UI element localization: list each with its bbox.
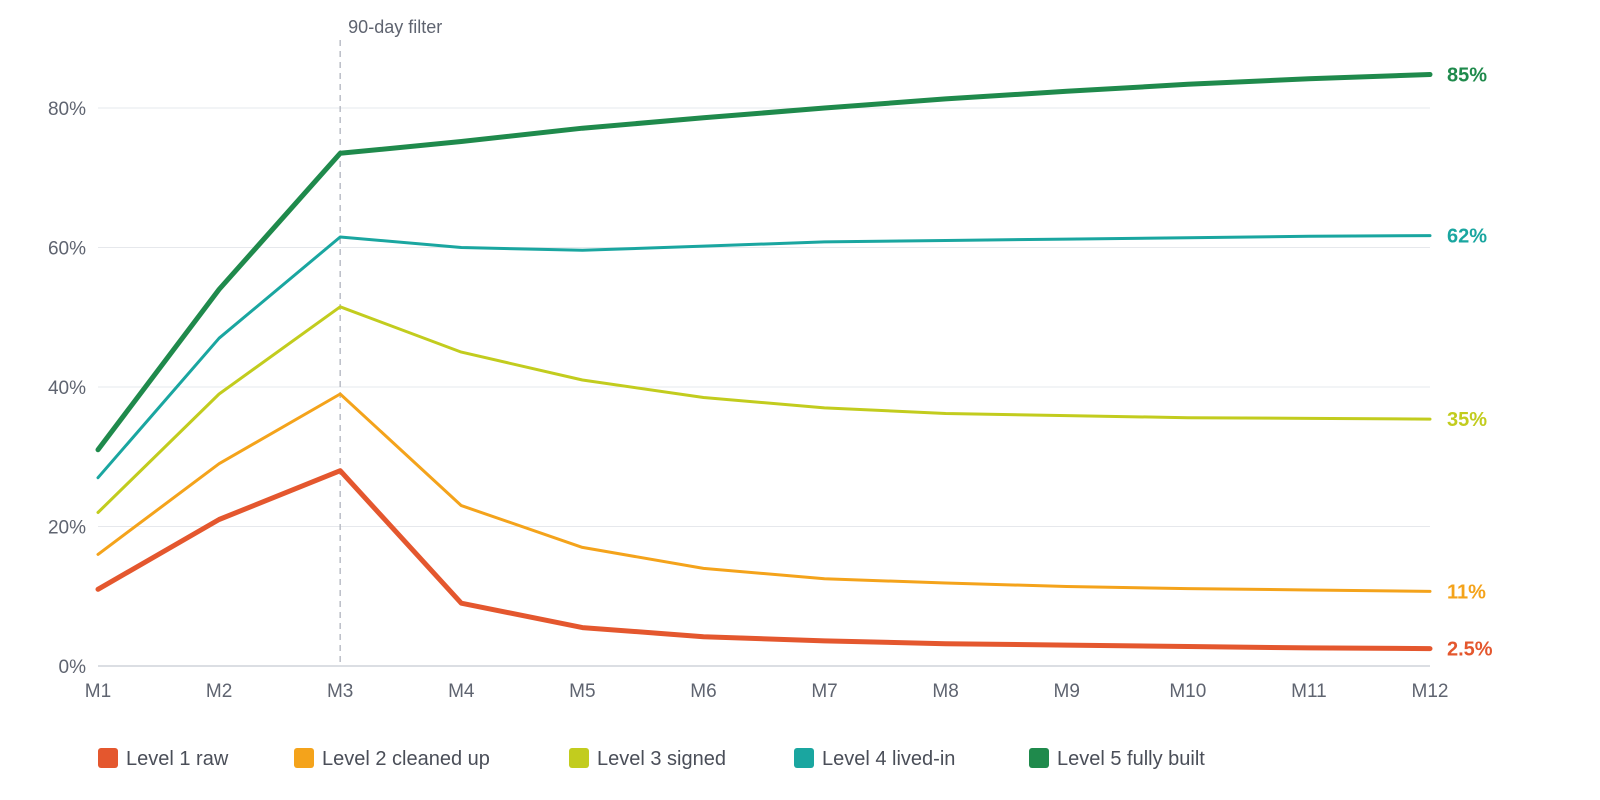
x-tick-label: M11 — [1291, 681, 1327, 702]
x-tick-label: M3 — [327, 681, 353, 702]
legend-swatch — [794, 748, 814, 768]
annotations: 90-day filter — [339, 17, 442, 666]
end-label-5: 85% — [1447, 65, 1487, 87]
x-tick-label: M10 — [1169, 681, 1206, 702]
legend-swatch — [294, 748, 314, 768]
legend-label: Level 4 lived-in — [822, 748, 955, 770]
legend-swatch — [569, 748, 589, 768]
y-tick-label: 80% — [48, 99, 86, 120]
end-label-4: 62% — [1447, 226, 1487, 248]
end-labels: 2.5% 11% 35% 62% 85% — [1447, 65, 1493, 661]
x-tick-label: M6 — [690, 681, 716, 702]
x-tick-label: M7 — [811, 681, 837, 702]
x-tick-label: M1 — [85, 681, 111, 702]
series-line-2 — [96, 392, 1432, 593]
legend: Level 1 raw Level 2 cleaned up Level 3 sig… — [98, 748, 1205, 770]
end-label-2: 11% — [1447, 581, 1486, 603]
axes: 0% 20% 40% 60% 80% M1 M2 M3 M4 M5 M6 M7 M8 M9 M10 M11 M1… — [48, 99, 1449, 702]
series-line-5 — [95, 72, 1433, 453]
end-label-1: 2.5% — [1447, 639, 1493, 661]
series-line-3 — [96, 305, 1432, 514]
x-tick-label: M5 — [569, 681, 595, 702]
x-tick-label: M9 — [1054, 681, 1080, 702]
y-tick-label: 60% — [48, 239, 86, 260]
series-line-4 — [96, 234, 1432, 480]
legend-label: Level 5 fully built — [1057, 748, 1205, 770]
series-line-1 — [95, 468, 1433, 652]
annotation-label: 90-day filter — [348, 17, 442, 37]
legend-label: Level 3 signed — [597, 748, 726, 770]
y-tick-label: 0% — [59, 657, 87, 678]
x-tick-label: M12 — [1412, 681, 1449, 702]
legend-label: Level 1 raw — [126, 748, 229, 770]
x-tick-label: M8 — [932, 681, 958, 702]
series-lines — [95, 72, 1433, 652]
legend-label: Level 2 cleaned up — [322, 748, 490, 770]
legend-swatch — [1029, 748, 1049, 768]
x-tick-label: M2 — [206, 681, 232, 702]
gridlines — [98, 107, 1430, 667]
legend-swatch — [98, 748, 118, 768]
end-label-3: 35% — [1447, 409, 1487, 431]
y-tick-label: 20% — [48, 518, 86, 539]
x-tick-label: M4 — [448, 681, 475, 702]
y-tick-label: 40% — [48, 378, 86, 399]
